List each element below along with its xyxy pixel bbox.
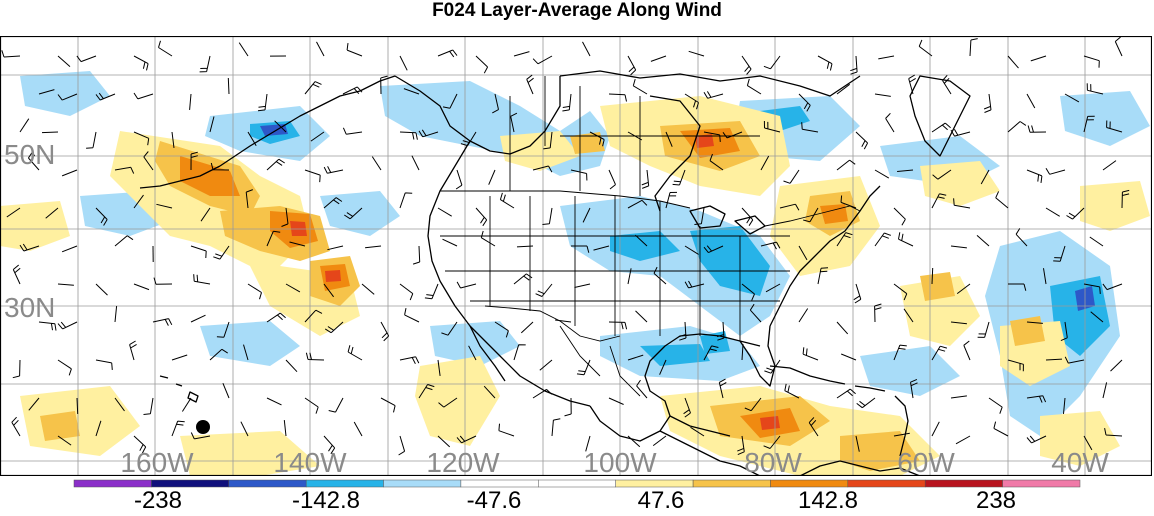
lon-label-120w: 120W bbox=[426, 447, 500, 476]
lon-label-140w: 140W bbox=[273, 447, 347, 476]
map-panel: 50N 30N 160W 140W 120W 100W 80W 60W 40W bbox=[0, 36, 1152, 476]
colorbar-swatch bbox=[306, 480, 383, 487]
orange-region bbox=[1010, 316, 1045, 346]
colorbar-label: -238 bbox=[134, 487, 182, 511]
colorbar-swatch bbox=[771, 480, 848, 487]
red-peak bbox=[760, 416, 780, 430]
wind-barb bbox=[42, 132, 58, 133]
wind-barb bbox=[932, 268, 933, 284]
lon-label-40w: 40W bbox=[1051, 447, 1109, 476]
orange-core bbox=[820, 204, 848, 224]
colorbar-swatch bbox=[229, 480, 306, 487]
lon-label-80w: 80W bbox=[744, 447, 802, 476]
lat-label-50n: 50N bbox=[4, 139, 55, 170]
colorbar-labels: -238 -142.8 -47.6 47.6 142.8 238 bbox=[134, 487, 1016, 511]
lon-label-100w: 100W bbox=[583, 447, 657, 476]
chart-title: F024 Layer-Average Along Wind bbox=[0, 0, 1154, 28]
colorbar: -238 -142.8 -47.6 47.6 142.8 238 bbox=[0, 478, 1154, 511]
colorbar-swatches bbox=[74, 480, 1080, 487]
colorbar-label: 142.8 bbox=[798, 487, 858, 511]
wind-barb bbox=[228, 78, 229, 94]
colorbar-swatch bbox=[461, 480, 538, 487]
colorbar-label: -142.8 bbox=[292, 487, 360, 511]
colorbar-swatch bbox=[74, 480, 151, 487]
lon-label-160w: 160W bbox=[120, 447, 194, 476]
colorbar-swatch bbox=[538, 480, 615, 487]
colorbar-swatch bbox=[384, 480, 461, 487]
colorbar-swatch bbox=[693, 480, 770, 487]
colorbar-swatch bbox=[1003, 480, 1080, 487]
lat-label-30n: 30N bbox=[4, 292, 55, 323]
colorbar-label: 238 bbox=[976, 487, 1016, 511]
colorbar-label: -47.6 bbox=[467, 487, 522, 511]
red-peak bbox=[290, 221, 307, 236]
colorbar-swatch bbox=[925, 480, 1002, 487]
colorbar-label: 47.6 bbox=[638, 487, 685, 511]
orange-region bbox=[40, 411, 80, 441]
location-marker bbox=[196, 420, 210, 434]
orange-region bbox=[920, 272, 955, 301]
colorbar-swatch bbox=[616, 480, 693, 487]
colorbar-swatch bbox=[848, 480, 925, 487]
wind-barb bbox=[77, 398, 78, 414]
red-peak bbox=[325, 270, 341, 282]
lon-label-60w: 60W bbox=[897, 447, 955, 476]
colorbar-swatch bbox=[151, 480, 228, 487]
